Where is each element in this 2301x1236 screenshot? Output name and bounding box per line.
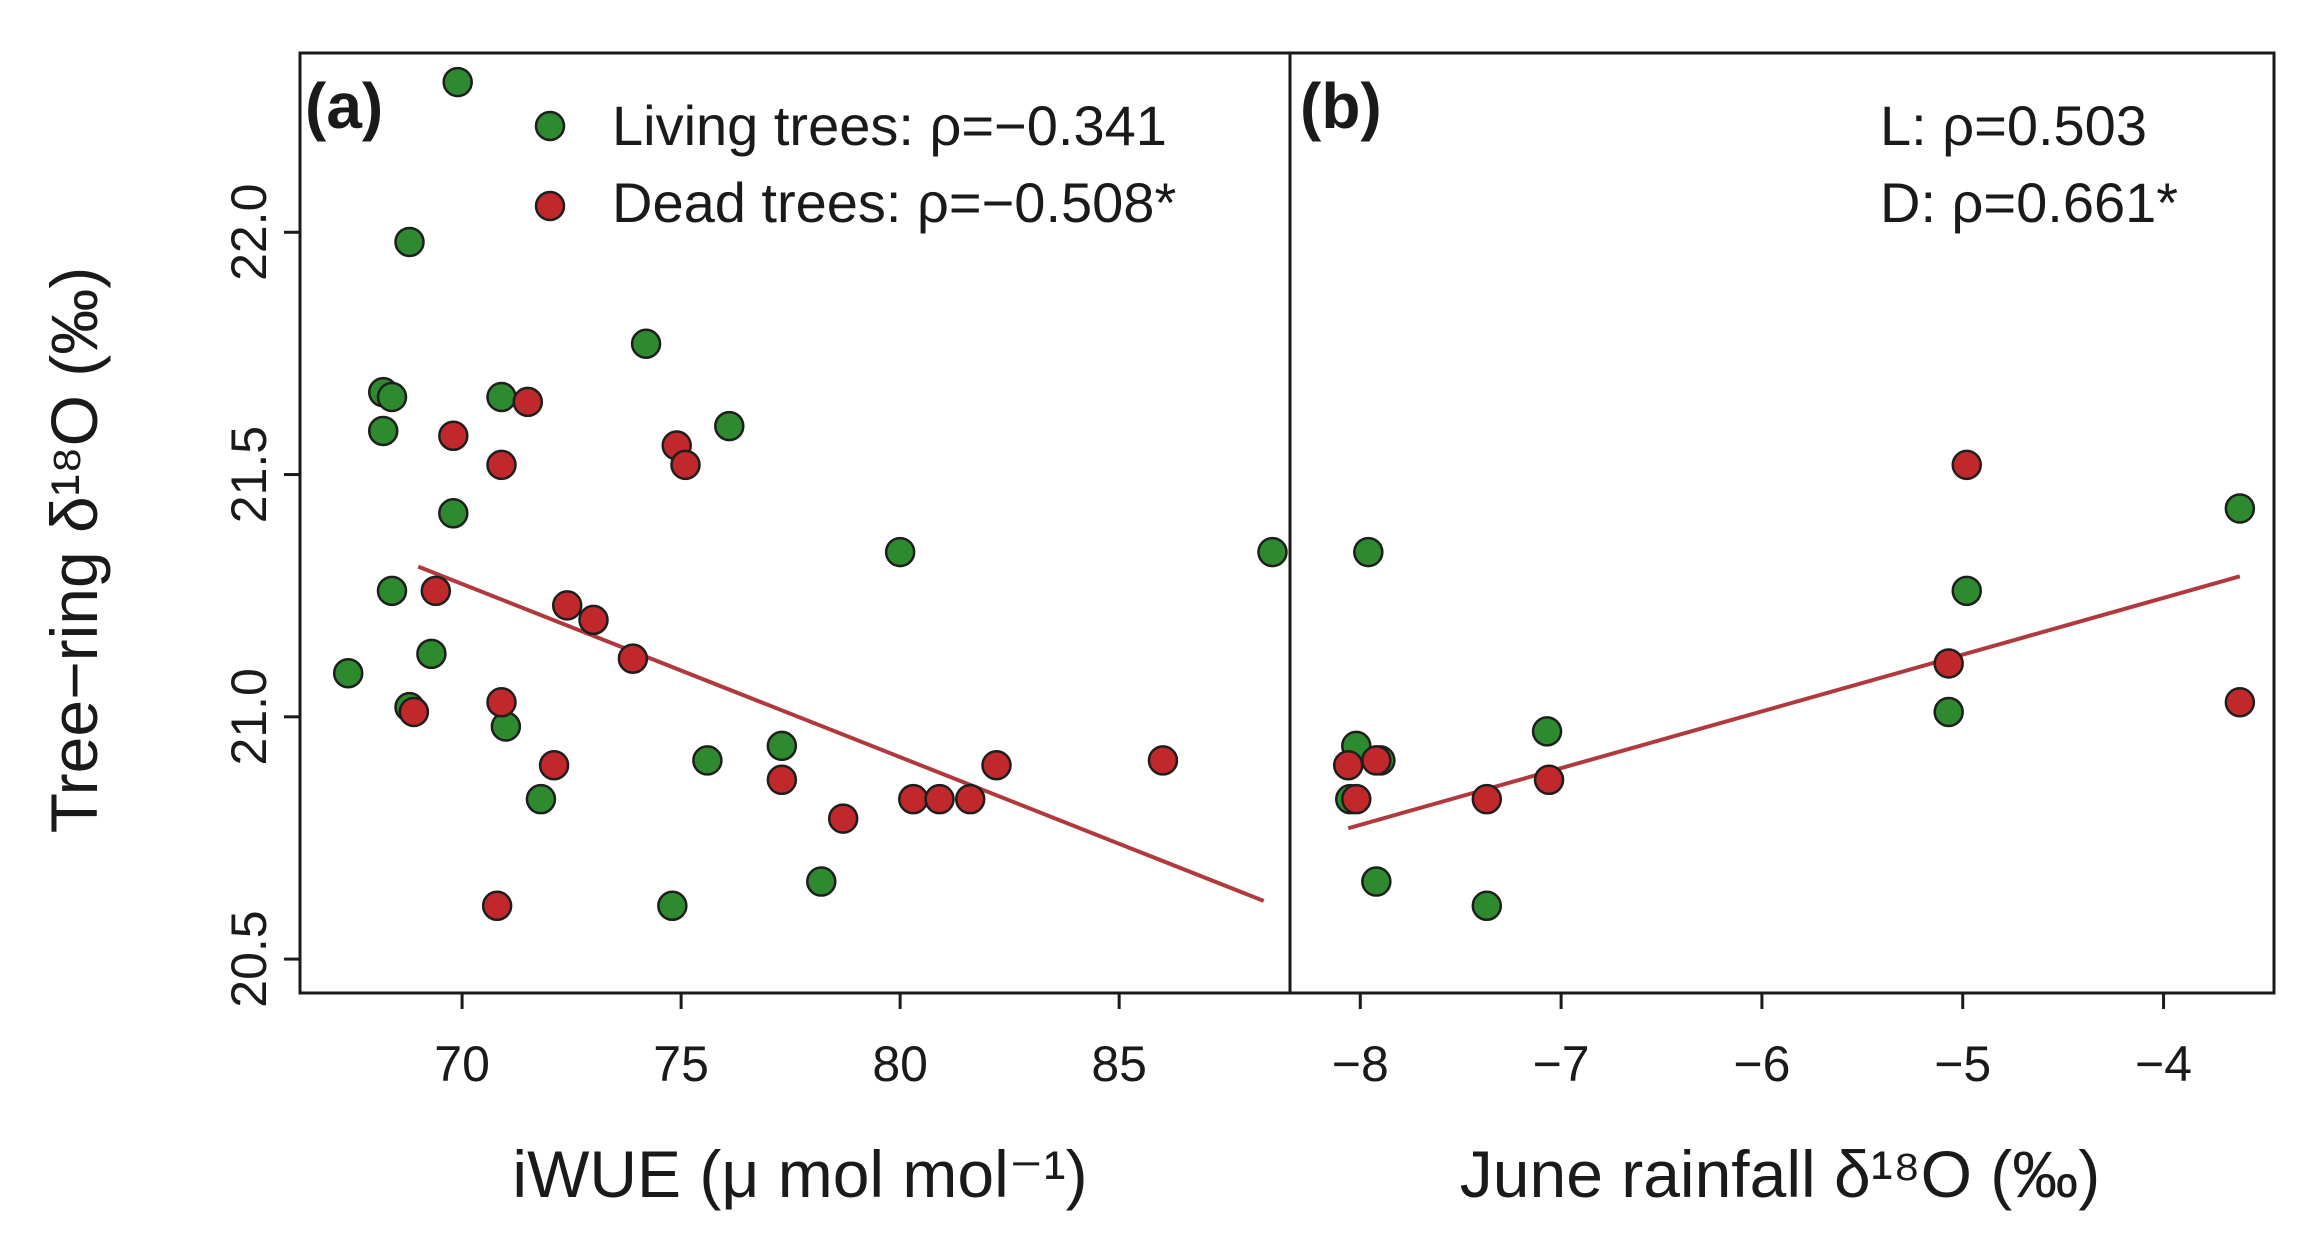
x-tick-label: −7	[1533, 1036, 1590, 1092]
dead-tree-point	[898, 783, 929, 815]
living-tree-point	[394, 226, 425, 258]
dead-tree-point	[438, 420, 469, 452]
dead-tree-point	[1341, 783, 1372, 815]
living-tree-point	[2224, 493, 2256, 524]
legend-marker-dead	[534, 190, 566, 222]
living-tree-point	[442, 66, 473, 98]
living-tree-point	[657, 890, 688, 922]
panel-b-x-axis-ticks: −8 −7 −6 −5 −4	[1332, 993, 2192, 1092]
panel-b-fit-line-group	[1347, 574, 2241, 831]
dead-tree-point	[766, 764, 798, 796]
panel-b-frame	[1288, 51, 2276, 995]
dead-tree-point	[1951, 449, 1983, 481]
y-tick-label: 22.0	[221, 184, 277, 281]
dead-tree-point	[924, 783, 955, 815]
dead-tree-point	[1361, 745, 1392, 776]
panel-a-x-axis-ticks: 70 75 80 85	[434, 993, 1147, 1092]
living-tree-point	[376, 575, 408, 607]
y-tick-label: 21.5	[221, 426, 277, 523]
dead-tree-point	[1471, 783, 1503, 815]
living-tree-point	[332, 657, 364, 689]
dead-tree-point	[1533, 764, 1565, 796]
living-tree-point	[1361, 866, 1392, 897]
living-tree-point	[367, 415, 399, 447]
living-tree-point	[884, 536, 916, 568]
dead-tree-point	[420, 575, 452, 607]
panel-b-x-axis-title: June rainfall δ¹⁸O (‰)	[1460, 1137, 2100, 1211]
x-tick-label: 70	[434, 1036, 490, 1092]
y-axis-title: Tree−ring δ¹⁸O (‰)	[37, 267, 111, 833]
dead-tree-point	[512, 386, 544, 418]
dead-tree-point	[578, 604, 609, 636]
living-tree-point	[1531, 716, 1563, 747]
panel-b-label: (b)	[1300, 70, 1382, 142]
x-tick-label: −4	[2135, 1036, 2192, 1092]
dead-tree-point	[398, 696, 430, 728]
living-tree-point	[692, 745, 723, 776]
panel-a-points	[332, 66, 1288, 922]
living-tree-point	[806, 866, 837, 897]
living-tree-point	[766, 730, 798, 762]
x-tick-label: −6	[1733, 1036, 1790, 1092]
x-tick-label: −5	[1934, 1036, 1991, 1092]
living-tree-point	[630, 328, 662, 359]
living-tree-point	[1933, 696, 1964, 728]
panel-a-x-axis-title: iWUE (μ mol mol⁻¹)	[512, 1137, 1087, 1211]
legend-marker-living	[534, 110, 566, 142]
legend-label-dead: Dead trees: ρ=−0.508*	[612, 171, 1176, 234]
panel-a-fit-line-group	[417, 564, 1265, 903]
x-tick-label: 85	[1091, 1036, 1147, 1092]
panel-b-stat-dead: D: ρ=0.661*	[1880, 171, 2178, 234]
living-tree-point	[376, 381, 408, 413]
dead-tree-point	[2224, 687, 2256, 718]
panel-b-points	[1332, 449, 2256, 922]
living-tree-point	[525, 783, 557, 815]
living-tree-point	[1471, 890, 1503, 922]
living-tree-point	[1257, 536, 1288, 568]
x-tick-label: 80	[872, 1036, 928, 1092]
fit-line	[417, 564, 1265, 903]
panel-a-legend: Living trees: ρ=−0.341 Dead trees: ρ=−0.…	[534, 94, 1176, 234]
panel-a-label: (a)	[305, 70, 383, 142]
dead-tree-point	[827, 803, 859, 834]
y-tick-label: 21.0	[221, 668, 277, 765]
dead-tree-point	[486, 449, 517, 481]
dead-tree-point	[954, 783, 986, 815]
dead-tree-point	[551, 590, 583, 621]
dead-tree-point	[1332, 750, 1364, 781]
x-tick-label: −8	[1332, 1036, 1389, 1092]
dead-tree-point	[670, 449, 701, 481]
fit-line	[1347, 574, 2241, 831]
y-axis-ticks: 20.5 21.0 21.5 22.0	[221, 184, 300, 1008]
dead-tree-point	[486, 687, 517, 718]
panel-b: −8 −7 −6 −5 −4 (b) L: ρ=0.503 D: ρ=0.661* Ju…	[1288, 51, 2276, 1211]
dead-tree-point	[1147, 745, 1179, 776]
living-tree-point	[1951, 575, 1983, 607]
panel-b-stat-living: L: ρ=0.503	[1880, 94, 2147, 157]
living-tree-point	[1353, 536, 1384, 568]
dead-tree-point	[1933, 648, 1964, 679]
living-tree-point	[714, 410, 745, 442]
dead-tree-point	[538, 750, 570, 781]
living-tree-point	[438, 498, 469, 529]
legend-label-living: Living trees: ρ=−0.341	[612, 94, 1167, 157]
dead-tree-point	[981, 750, 1012, 781]
y-tick-label: 20.5	[221, 910, 277, 1007]
living-tree-point	[486, 381, 517, 413]
panel-a: 20.5 21.0 21.5 22.0 70 75 80 85 (a) Living tre…	[221, 51, 1292, 1211]
dead-tree-point	[617, 643, 649, 674]
living-tree-point	[416, 638, 447, 670]
x-tick-label: 75	[653, 1036, 709, 1092]
dead-tree-point	[481, 890, 513, 922]
